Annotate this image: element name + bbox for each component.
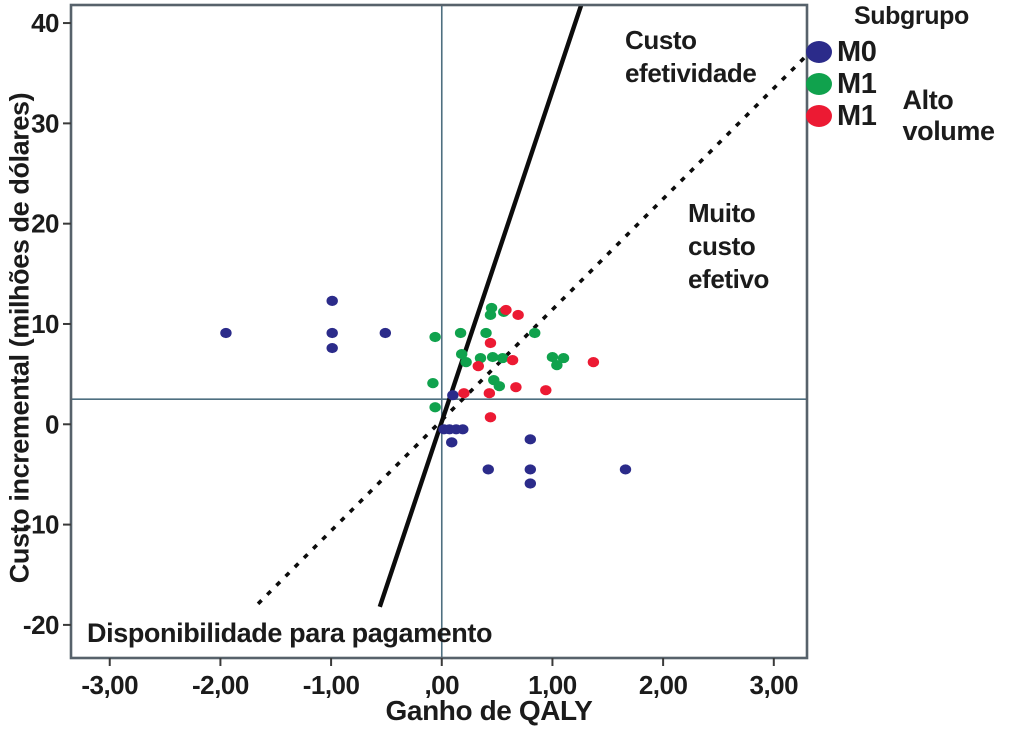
legend-label: M1 xyxy=(837,101,877,131)
data-point-m1 xyxy=(460,357,471,367)
data-point-m1 xyxy=(551,360,562,370)
data-point-m1-alto-volume xyxy=(485,338,496,348)
data-point-m0 xyxy=(525,434,536,444)
data-point-m1 xyxy=(427,378,438,388)
data-point-m0 xyxy=(380,328,391,338)
data-point-m0 xyxy=(620,464,631,474)
y-axis-title: Custo incremental (milhões de dólares) xyxy=(5,93,36,583)
data-point-m1 xyxy=(497,353,508,363)
x-axis-title: Ganho de QALY xyxy=(386,695,593,727)
data-point-m1 xyxy=(429,332,440,342)
x-axis-tick-label: -3,00 xyxy=(81,670,138,700)
y-axis-tick-label: 0 xyxy=(45,409,59,439)
data-point-m1 xyxy=(480,328,491,338)
legend-label: M0 xyxy=(837,37,877,67)
annotation-cost-effectiveness: Custo efetividade xyxy=(625,24,756,90)
legend-dot-m1-icon xyxy=(806,73,832,95)
x-axis-tick-label: 3,00 xyxy=(749,670,798,700)
data-point-m1 xyxy=(429,402,440,412)
data-point-m1-alto-volume xyxy=(510,382,521,392)
data-point-m1 xyxy=(494,381,505,391)
data-point-m0 xyxy=(483,464,494,474)
data-point-m1 xyxy=(455,328,466,338)
data-point-m1 xyxy=(529,328,540,338)
data-point-m0 xyxy=(220,328,231,338)
legend-title: Subgrupo xyxy=(854,2,1024,31)
x-axis-tick-label: -2,00 xyxy=(192,670,249,700)
annotation-willingness-to-pay: Disponibilidade para pagamento xyxy=(87,617,492,650)
data-point-m1-alto-volume xyxy=(500,305,511,315)
annotation-line: Custo xyxy=(625,24,756,57)
data-point-m0 xyxy=(447,390,458,400)
y-axis-tick-label: 40 xyxy=(31,8,59,38)
data-point-m1 xyxy=(487,352,498,362)
data-point-m1-alto-volume xyxy=(588,357,599,367)
data-point-m1-alto-volume xyxy=(458,388,469,398)
x-axis-tick-label: -1,00 xyxy=(303,670,360,700)
legend-dot-m1-alto-volume-icon xyxy=(806,105,832,127)
legend: Subgrupo M0 M1 M1 Alto volume xyxy=(806,0,1024,133)
legend-dot-m0-icon xyxy=(806,41,832,63)
legend-item-m1-alto-volume: M1 Alto volume xyxy=(806,101,1024,131)
legend-label: M1 xyxy=(837,69,877,99)
plot-border xyxy=(71,5,807,658)
data-point-m1-alto-volume xyxy=(512,310,523,320)
annotation-line: custo xyxy=(688,230,769,263)
data-point-m0 xyxy=(457,424,468,434)
annotation-line: efetivo xyxy=(688,263,769,296)
data-point-m0 xyxy=(326,328,337,338)
annotation-line: Muito xyxy=(688,197,769,230)
data-point-m1-alto-volume xyxy=(473,361,484,371)
data-point-m0 xyxy=(446,437,457,447)
custo-efetividade-line xyxy=(380,5,581,607)
data-point-m1-alto-volume xyxy=(484,388,495,398)
y-axis-tick-label: -20 xyxy=(23,610,59,640)
data-point-m0 xyxy=(525,464,536,474)
data-point-m0 xyxy=(525,478,536,488)
annotation-line: efetividade xyxy=(625,57,756,90)
data-point-m1-alto-volume xyxy=(540,385,551,395)
data-point-m1-alto-volume xyxy=(485,412,496,422)
x-axis-tick-label: 2,00 xyxy=(639,670,688,700)
legend-item-m0: M0 xyxy=(806,37,1024,67)
annotation-very-cost-effective: Muito custo efetivo xyxy=(688,197,769,296)
legend-note: Alto volume xyxy=(903,85,1024,147)
data-point-m0 xyxy=(326,343,337,353)
data-point-m0 xyxy=(326,296,337,306)
data-point-m1 xyxy=(485,310,496,320)
data-point-m1-alto-volume xyxy=(507,355,518,365)
